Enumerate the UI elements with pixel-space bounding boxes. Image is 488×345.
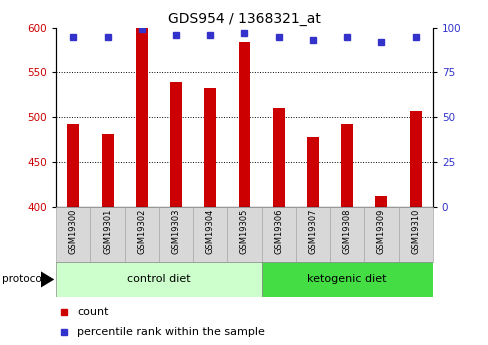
- Bar: [56, 262, 261, 297]
- Bar: [329, 207, 364, 262]
- Bar: [90, 207, 124, 262]
- Text: GSM19307: GSM19307: [308, 209, 317, 254]
- Text: GDS954 / 1368321_at: GDS954 / 1368321_at: [168, 12, 320, 26]
- Bar: [341, 124, 352, 207]
- Bar: [364, 207, 398, 262]
- Text: GSM19302: GSM19302: [137, 209, 146, 254]
- Text: control diet: control diet: [127, 275, 190, 284]
- Bar: [272, 108, 284, 207]
- Bar: [261, 262, 432, 297]
- Bar: [409, 111, 421, 207]
- Bar: [159, 207, 193, 262]
- Bar: [124, 207, 159, 262]
- Text: ketogenic diet: ketogenic diet: [307, 275, 386, 284]
- Bar: [261, 207, 295, 262]
- Text: GSM19309: GSM19309: [376, 209, 385, 254]
- Text: GSM19308: GSM19308: [342, 209, 351, 254]
- Bar: [170, 82, 182, 207]
- Bar: [136, 29, 147, 207]
- Text: GSM19305: GSM19305: [240, 209, 248, 254]
- Text: GSM19304: GSM19304: [205, 209, 214, 254]
- Text: GSM19306: GSM19306: [274, 209, 283, 254]
- Text: GSM19303: GSM19303: [171, 209, 180, 254]
- Bar: [102, 134, 113, 207]
- Bar: [56, 207, 90, 262]
- Bar: [193, 207, 227, 262]
- Text: percentile rank within the sample: percentile rank within the sample: [77, 327, 264, 337]
- Bar: [398, 207, 432, 262]
- Text: GSM19310: GSM19310: [410, 209, 419, 254]
- Bar: [227, 207, 261, 262]
- Bar: [375, 196, 386, 207]
- Bar: [67, 125, 79, 207]
- Text: GSM19301: GSM19301: [103, 209, 112, 254]
- Bar: [306, 137, 318, 207]
- Text: GSM19300: GSM19300: [69, 209, 78, 254]
- Polygon shape: [41, 271, 54, 288]
- Bar: [295, 207, 329, 262]
- Text: protocol: protocol: [2, 275, 45, 284]
- Bar: [238, 42, 250, 207]
- Text: count: count: [77, 307, 108, 317]
- Bar: [204, 88, 216, 207]
